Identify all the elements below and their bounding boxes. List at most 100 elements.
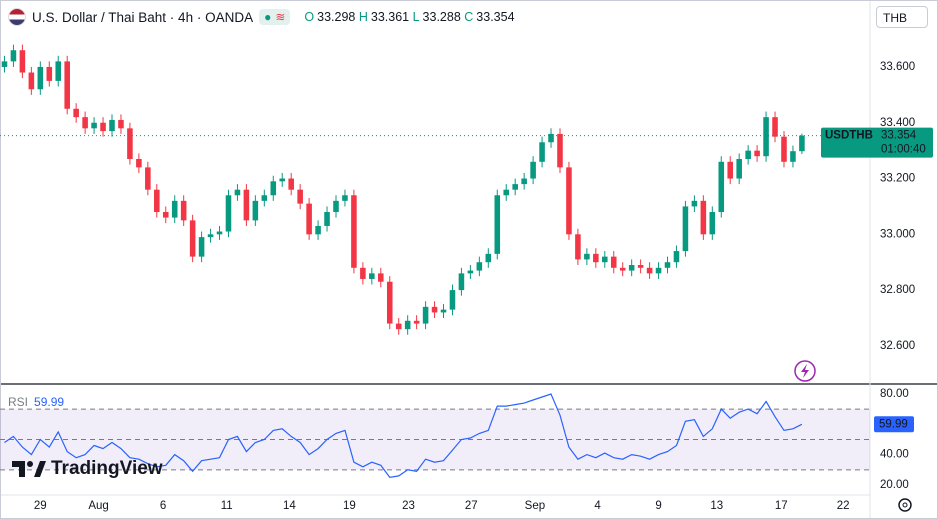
candle-body — [46, 66, 53, 81]
brand-logo — [12, 461, 46, 477]
close-value: 33.354 — [476, 10, 515, 24]
settings-button[interactable] — [898, 498, 912, 512]
candle-body — [628, 265, 635, 271]
candle-body — [736, 159, 742, 179]
candle-body — [575, 234, 581, 260]
candle-body — [458, 273, 465, 291]
candle-body — [754, 150, 760, 157]
low-label: L — [412, 10, 420, 24]
x-tick-label: 9 — [655, 500, 661, 512]
candle-body — [476, 262, 483, 271]
brand-name: TradingView — [51, 458, 163, 479]
y-tick-label: 40.00 — [880, 449, 909, 461]
price-tag — [821, 127, 933, 158]
candle-body — [655, 267, 662, 274]
candle-body — [727, 161, 734, 179]
y-tick-label: 20.00 — [880, 479, 909, 491]
candle-body — [700, 200, 707, 235]
candle-body — [207, 234, 214, 238]
candle-body — [682, 206, 689, 252]
lightning-button[interactable] — [794, 360, 816, 382]
status-pill[interactable]: ● ≋ — [259, 9, 291, 25]
candle-body — [799, 135, 805, 152]
x-tick-label: Sep — [525, 500, 545, 512]
candle-body — [10, 50, 17, 62]
candle-body — [118, 119, 124, 129]
candle-body — [279, 178, 286, 182]
candle-body — [413, 320, 420, 324]
x-tick-label: 27 — [465, 500, 478, 512]
candle-body — [19, 50, 26, 73]
candle-body — [1, 61, 8, 67]
high-label: H — [358, 10, 368, 24]
candle-body — [664, 262, 671, 268]
x-tick-label: 22 — [837, 500, 850, 512]
candle-body — [440, 309, 447, 313]
y-tick-label: 32.800 — [880, 284, 915, 296]
candle-body — [610, 256, 617, 268]
candle-body — [512, 184, 518, 190]
candle-body — [691, 200, 698, 207]
open-value: 33.298 — [317, 10, 356, 24]
price-tag-value: 33.354 — [881, 130, 917, 142]
candle-body — [243, 189, 250, 221]
y-tick-label: 33.400 — [880, 117, 915, 129]
candle-body — [539, 142, 545, 162]
candle-body — [646, 267, 653, 274]
candle-body — [162, 212, 169, 218]
candle-body — [637, 265, 644, 268]
candle-body — [386, 281, 393, 324]
candle-body — [145, 167, 151, 190]
candle-body — [602, 256, 608, 263]
candle-body — [763, 117, 769, 157]
price-pane — [0, 0, 870, 383]
x-tick-label: 19 — [343, 500, 356, 512]
y-tick-label: 33.600 — [880, 61, 915, 73]
y-tick-label: 80.00 — [880, 388, 909, 400]
candle-body — [109, 119, 115, 132]
ticker-label: USDTHB — [825, 130, 873, 142]
rsi-value: 59.99 — [34, 395, 65, 409]
candle-body — [171, 200, 178, 218]
candle-body — [315, 225, 321, 235]
candle-body — [297, 189, 303, 204]
rsi-tag-value: 59.99 — [879, 418, 908, 430]
candle-body — [154, 189, 160, 213]
candle-body — [351, 195, 357, 268]
x-tick-label: 4 — [594, 500, 601, 512]
candle-body — [360, 267, 366, 279]
candle-body — [548, 133, 554, 143]
candle-body — [673, 251, 680, 263]
ohlc-values: O 33.298 H 33.361 L 33.288 C 33.354 — [304, 10, 514, 24]
rsi-name: RSI — [8, 395, 29, 409]
candle-body — [369, 273, 375, 279]
candle-body — [82, 117, 88, 129]
candle-body — [306, 203, 312, 235]
y-tick-label: 33.000 — [880, 228, 915, 240]
candle-body — [288, 178, 294, 190]
x-tick-label: 11 — [221, 500, 233, 512]
candle-body — [503, 189, 510, 196]
legend-header: U.S. Dollar / Thai Baht · 4h · OANDA ● ≋ … — [8, 8, 515, 26]
candle-body — [270, 181, 277, 196]
candle-body — [772, 117, 778, 137]
x-tick-label: 17 — [775, 500, 788, 512]
symbol-title[interactable]: U.S. Dollar / Thai Baht · 4h · OANDA — [32, 9, 254, 25]
currency-button[interactable]: THB — [876, 6, 928, 28]
candle-body — [378, 273, 384, 282]
candle-body — [127, 128, 133, 160]
candle-body — [404, 320, 411, 330]
candle-body — [593, 253, 599, 263]
candle-body — [64, 61, 70, 109]
candle-body — [781, 136, 787, 162]
candle-body — [252, 200, 259, 221]
y-tick-label: 32.600 — [880, 340, 915, 352]
x-tick-label: 23 — [402, 500, 415, 512]
rsi-tag — [874, 416, 914, 433]
candle-body — [73, 108, 79, 118]
rsi-legend: RSI 59.99 — [8, 395, 64, 409]
candle-body — [619, 267, 626, 271]
candle-body — [494, 195, 501, 254]
